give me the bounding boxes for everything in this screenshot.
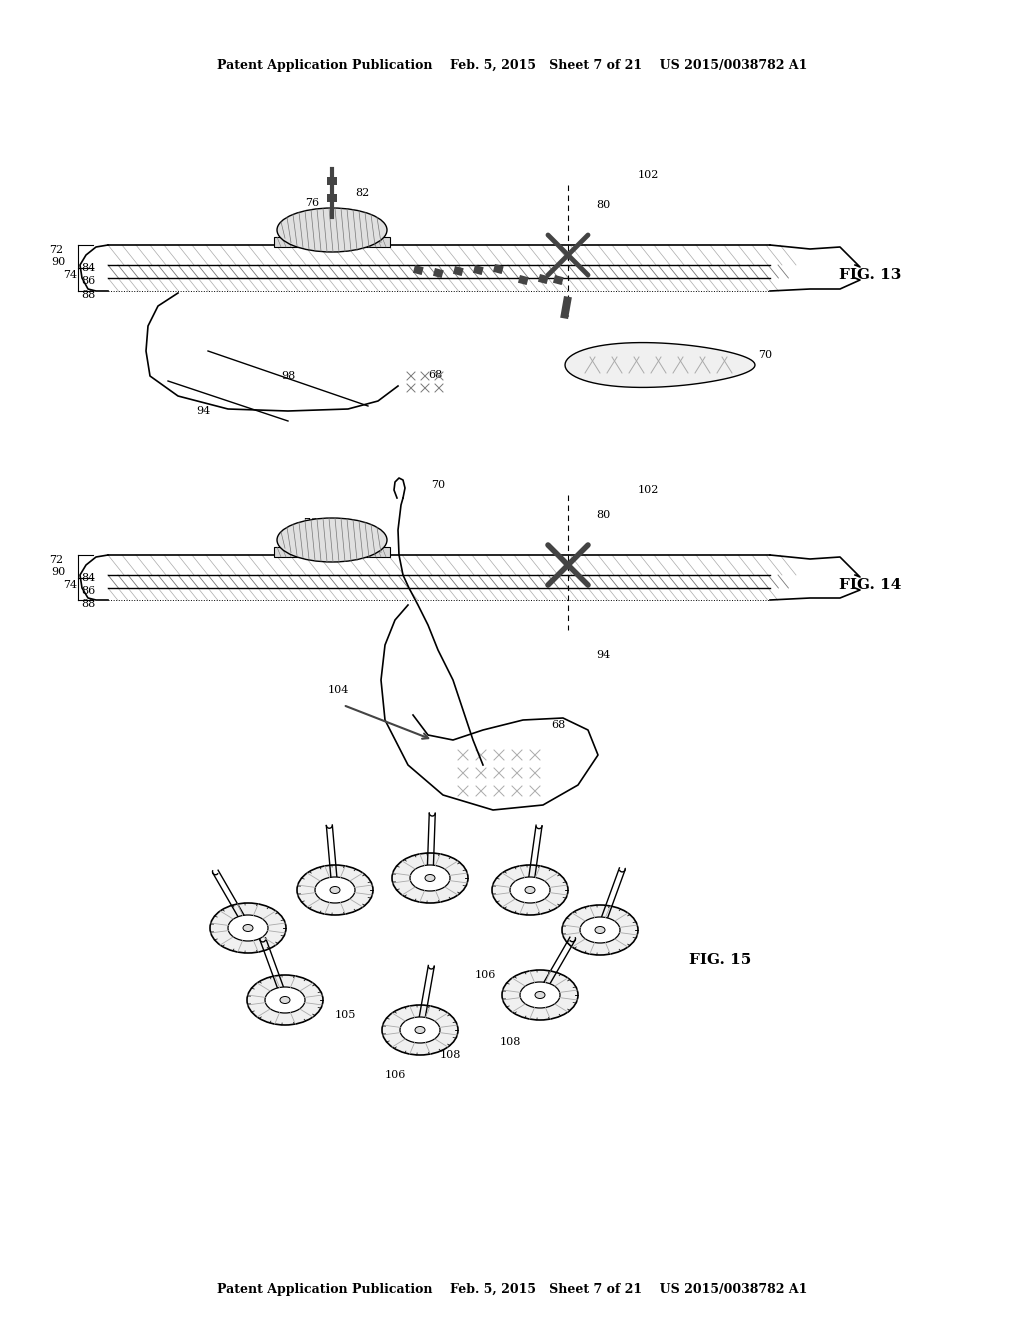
Ellipse shape bbox=[562, 906, 638, 954]
Text: 108: 108 bbox=[439, 1049, 461, 1060]
Text: 88: 88 bbox=[81, 599, 95, 609]
Ellipse shape bbox=[278, 517, 387, 562]
Bar bbox=[433, 268, 443, 279]
Ellipse shape bbox=[247, 975, 323, 1026]
Text: 106: 106 bbox=[384, 1071, 406, 1080]
Ellipse shape bbox=[400, 1016, 440, 1043]
Text: FIG. 15: FIG. 15 bbox=[689, 953, 752, 968]
Text: 106: 106 bbox=[474, 970, 496, 979]
Text: 76: 76 bbox=[303, 517, 317, 528]
Text: 80: 80 bbox=[596, 201, 610, 210]
Text: 86: 86 bbox=[81, 276, 95, 286]
Text: 84: 84 bbox=[81, 573, 95, 583]
Ellipse shape bbox=[502, 970, 578, 1020]
Text: 105: 105 bbox=[334, 1010, 355, 1020]
Text: Patent Application Publication    Feb. 5, 2015   Sheet 7 of 21    US 2015/003878: Patent Application Publication Feb. 5, 2… bbox=[217, 1283, 807, 1296]
Ellipse shape bbox=[228, 915, 268, 941]
Ellipse shape bbox=[210, 903, 286, 953]
Text: 70: 70 bbox=[758, 350, 772, 360]
Text: 68: 68 bbox=[428, 370, 442, 380]
Bar bbox=[518, 275, 528, 285]
Text: 82: 82 bbox=[355, 187, 369, 198]
Bar bbox=[473, 265, 483, 275]
Text: FIG. 13: FIG. 13 bbox=[839, 268, 901, 282]
Bar bbox=[493, 264, 504, 275]
Ellipse shape bbox=[382, 1005, 458, 1055]
Text: FIG. 14: FIG. 14 bbox=[839, 578, 901, 591]
Ellipse shape bbox=[580, 917, 620, 942]
Text: 108: 108 bbox=[500, 1038, 520, 1047]
Text: 86: 86 bbox=[81, 586, 95, 597]
Text: 80: 80 bbox=[596, 510, 610, 520]
Ellipse shape bbox=[243, 924, 253, 932]
Text: Patent Application Publication    Feb. 5, 2015   Sheet 7 of 21    US 2015/003878: Patent Application Publication Feb. 5, 2… bbox=[217, 58, 807, 71]
Text: 74: 74 bbox=[62, 579, 77, 590]
Ellipse shape bbox=[392, 853, 468, 903]
Text: 102: 102 bbox=[637, 170, 658, 180]
Ellipse shape bbox=[595, 927, 605, 933]
Ellipse shape bbox=[280, 997, 290, 1003]
Text: 94: 94 bbox=[596, 649, 610, 660]
Text: 72: 72 bbox=[49, 246, 63, 255]
FancyBboxPatch shape bbox=[274, 238, 390, 247]
Ellipse shape bbox=[315, 876, 355, 903]
Ellipse shape bbox=[330, 887, 340, 894]
Ellipse shape bbox=[510, 876, 550, 903]
Text: 98: 98 bbox=[281, 371, 295, 381]
Text: 108: 108 bbox=[549, 1005, 570, 1015]
Ellipse shape bbox=[297, 865, 373, 915]
Ellipse shape bbox=[425, 874, 435, 882]
Text: 102: 102 bbox=[637, 484, 658, 495]
Ellipse shape bbox=[410, 865, 450, 891]
Bar bbox=[538, 275, 549, 284]
Text: 72: 72 bbox=[49, 554, 63, 565]
Bar bbox=[553, 275, 563, 285]
Text: 76: 76 bbox=[305, 198, 319, 209]
Ellipse shape bbox=[278, 209, 387, 252]
Text: 70: 70 bbox=[431, 480, 445, 490]
Text: 90: 90 bbox=[51, 568, 66, 577]
Ellipse shape bbox=[525, 887, 535, 894]
Text: 104: 104 bbox=[328, 685, 349, 696]
FancyBboxPatch shape bbox=[274, 546, 390, 557]
Text: 68: 68 bbox=[551, 719, 565, 730]
Bar bbox=[560, 296, 571, 319]
Bar bbox=[327, 177, 337, 185]
Bar bbox=[413, 265, 424, 275]
Bar bbox=[327, 194, 337, 202]
Ellipse shape bbox=[520, 982, 560, 1008]
Text: 88: 88 bbox=[81, 290, 95, 300]
Text: 90: 90 bbox=[51, 257, 66, 267]
Bar bbox=[453, 267, 464, 276]
Ellipse shape bbox=[535, 991, 545, 998]
Ellipse shape bbox=[265, 987, 305, 1012]
Text: 84: 84 bbox=[81, 263, 95, 273]
Ellipse shape bbox=[415, 1027, 425, 1034]
Text: 74: 74 bbox=[62, 271, 77, 280]
Text: 94: 94 bbox=[196, 407, 210, 416]
Polygon shape bbox=[565, 343, 755, 387]
Ellipse shape bbox=[492, 865, 568, 915]
